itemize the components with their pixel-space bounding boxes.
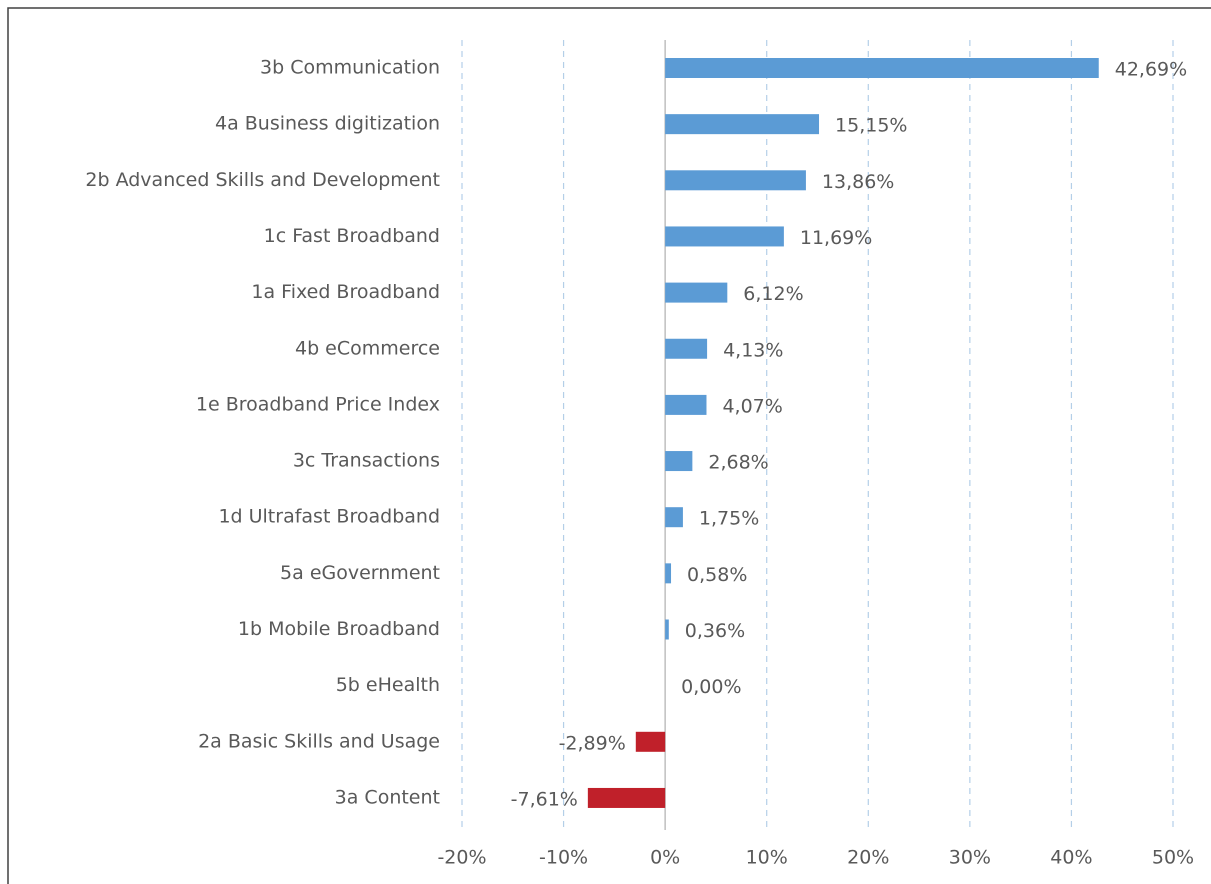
x-tick-label: -20% bbox=[437, 847, 486, 869]
bar bbox=[665, 170, 806, 191]
bar bbox=[665, 282, 728, 303]
bar bbox=[665, 619, 669, 640]
category-label: 2b Advanced Skills and Development bbox=[85, 169, 440, 191]
category-label: 1a Fixed Broadband bbox=[251, 281, 440, 303]
value-label: 11,69% bbox=[800, 227, 872, 249]
category-label: 3b Communication bbox=[260, 57, 440, 79]
category-label: 1c Fast Broadband bbox=[264, 225, 440, 247]
bar bbox=[665, 451, 693, 472]
value-label: 4,07% bbox=[722, 395, 782, 417]
x-tick-label: -10% bbox=[539, 847, 588, 869]
category-label: 3a Content bbox=[335, 786, 440, 808]
value-label: 1,75% bbox=[699, 508, 759, 530]
value-label: 6,12% bbox=[743, 283, 803, 305]
bar bbox=[587, 787, 666, 808]
x-tick-label: 30% bbox=[949, 847, 991, 869]
x-tick-label: 10% bbox=[746, 847, 788, 869]
value-label: 15,15% bbox=[835, 115, 907, 137]
category-label: 4b eCommerce bbox=[295, 337, 440, 359]
category-label: 1e Broadband Price Index bbox=[196, 393, 440, 415]
value-label: 0,36% bbox=[685, 620, 745, 642]
value-label: 13,86% bbox=[822, 171, 894, 193]
x-tick-label: 20% bbox=[847, 847, 889, 869]
x-tick-label: 50% bbox=[1152, 847, 1194, 869]
category-label: 1d Ultrafast Broadband bbox=[218, 506, 440, 528]
value-label: 42,69% bbox=[1115, 59, 1187, 81]
category-label: 2a Basic Skills and Usage bbox=[198, 730, 440, 752]
category-label: 4a Business digitization bbox=[215, 113, 440, 135]
bar bbox=[665, 114, 820, 135]
value-label: -2,89% bbox=[559, 732, 626, 754]
value-label: 0,00% bbox=[681, 676, 741, 698]
value-label: -7,61% bbox=[511, 788, 578, 810]
bar bbox=[665, 507, 683, 528]
chart-frame bbox=[7, 7, 1211, 884]
bar bbox=[665, 226, 784, 247]
category-label: 1b Mobile Broadband bbox=[238, 618, 440, 640]
x-tick-label: 40% bbox=[1050, 847, 1092, 869]
value-label: 4,13% bbox=[723, 339, 783, 361]
category-label: 5b eHealth bbox=[336, 674, 440, 696]
value-label: 2,68% bbox=[708, 452, 768, 474]
bar bbox=[665, 394, 707, 415]
bar bbox=[635, 731, 666, 752]
bar bbox=[665, 58, 1099, 78]
category-label: 3c Transactions bbox=[293, 450, 440, 472]
value-label: 0,58% bbox=[687, 564, 747, 586]
category-label: 5a eGovernment bbox=[280, 562, 440, 584]
bar bbox=[665, 563, 672, 584]
bar bbox=[665, 338, 708, 359]
x-tick-label: 0% bbox=[650, 847, 680, 869]
